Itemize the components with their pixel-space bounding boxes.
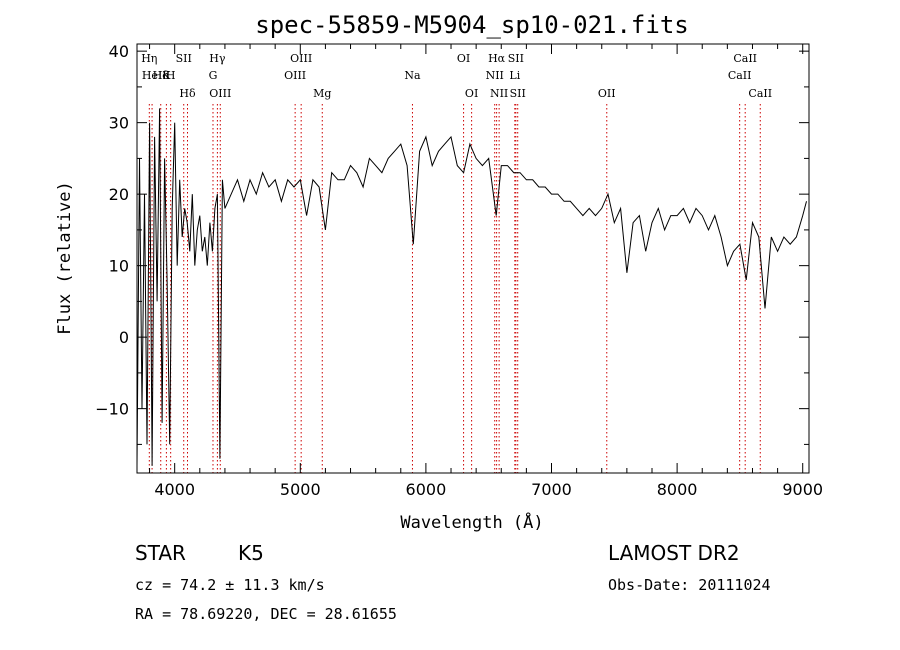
line-label: K [162, 69, 171, 82]
x-tick-label: 4000 [154, 480, 195, 499]
line-label: OIII [284, 69, 306, 82]
y-axis-label: Flux (relative) [55, 181, 75, 335]
line-label: SII [510, 87, 526, 100]
line-label: G [209, 69, 218, 82]
chart-title: spec-55859-M5904_sp10-021.fits [255, 11, 688, 39]
line-label: OI [465, 87, 478, 100]
line-label: SII [176, 52, 192, 65]
line-label: Hα [488, 52, 506, 65]
x-tick-label: 7000 [531, 480, 572, 499]
line-label: HeI [142, 69, 162, 82]
plot-frame [136, 43, 810, 474]
x-axis: 4000 5000 6000 7000 8000 9000 [149, 44, 823, 499]
line-label: Hδ [179, 87, 196, 100]
line-markers [148, 104, 761, 473]
line-label: OIII [209, 87, 231, 100]
line-labels: HηHeIHδKHSIIHδGHγOIIIOIIIOIIIMgNaOIOINII… [141, 52, 772, 100]
y-tick-label: 20 [109, 185, 129, 204]
x-tick-label: 8000 [657, 480, 698, 499]
coordinates-readout: RA = 78.69220, DEC = 28.61655 [135, 605, 397, 623]
line-label: Na [404, 69, 421, 82]
y-tick-label: 30 [109, 114, 129, 133]
x-tick-label: 5000 [280, 480, 321, 499]
survey-name: LAMOST DR2 [608, 541, 740, 565]
y-tick-label: 40 [109, 42, 129, 61]
line-label: NII [490, 87, 508, 100]
object-class: STAR [135, 541, 186, 565]
line-label: OII [598, 87, 616, 100]
line-label: OIII [290, 52, 312, 65]
line-label: CaII [733, 52, 757, 65]
line-label: CaII [728, 69, 752, 82]
series-line [136, 108, 807, 466]
redshift-readout: cz = 74.2 ± 11.3 km/s [135, 576, 325, 594]
line-label: NII [486, 69, 504, 82]
x-tick-label: 9000 [782, 480, 823, 499]
y-axis: −10 0 10 20 30 40 [95, 42, 809, 445]
line-label: SII [508, 52, 524, 65]
line-label: OI [457, 52, 470, 65]
x-axis-label: Wavelength (Å) [400, 511, 543, 533]
y-tick-label: 10 [109, 257, 129, 276]
x-tick-label: 6000 [406, 480, 447, 499]
y-tick-label: 0 [119, 328, 129, 347]
line-label: Hη [141, 52, 157, 65]
y-tick-label: −10 [95, 400, 129, 419]
object-subclass: K5 [238, 541, 264, 565]
line-label: CaII [748, 87, 772, 100]
observation-date: Obs-Date: 20111024 [608, 576, 771, 594]
line-label: Hδ [153, 69, 170, 82]
line-label: Hγ [209, 52, 226, 65]
line-label: Mg [313, 87, 331, 100]
line-label: H [166, 69, 176, 82]
line-label: Li [509, 69, 520, 82]
